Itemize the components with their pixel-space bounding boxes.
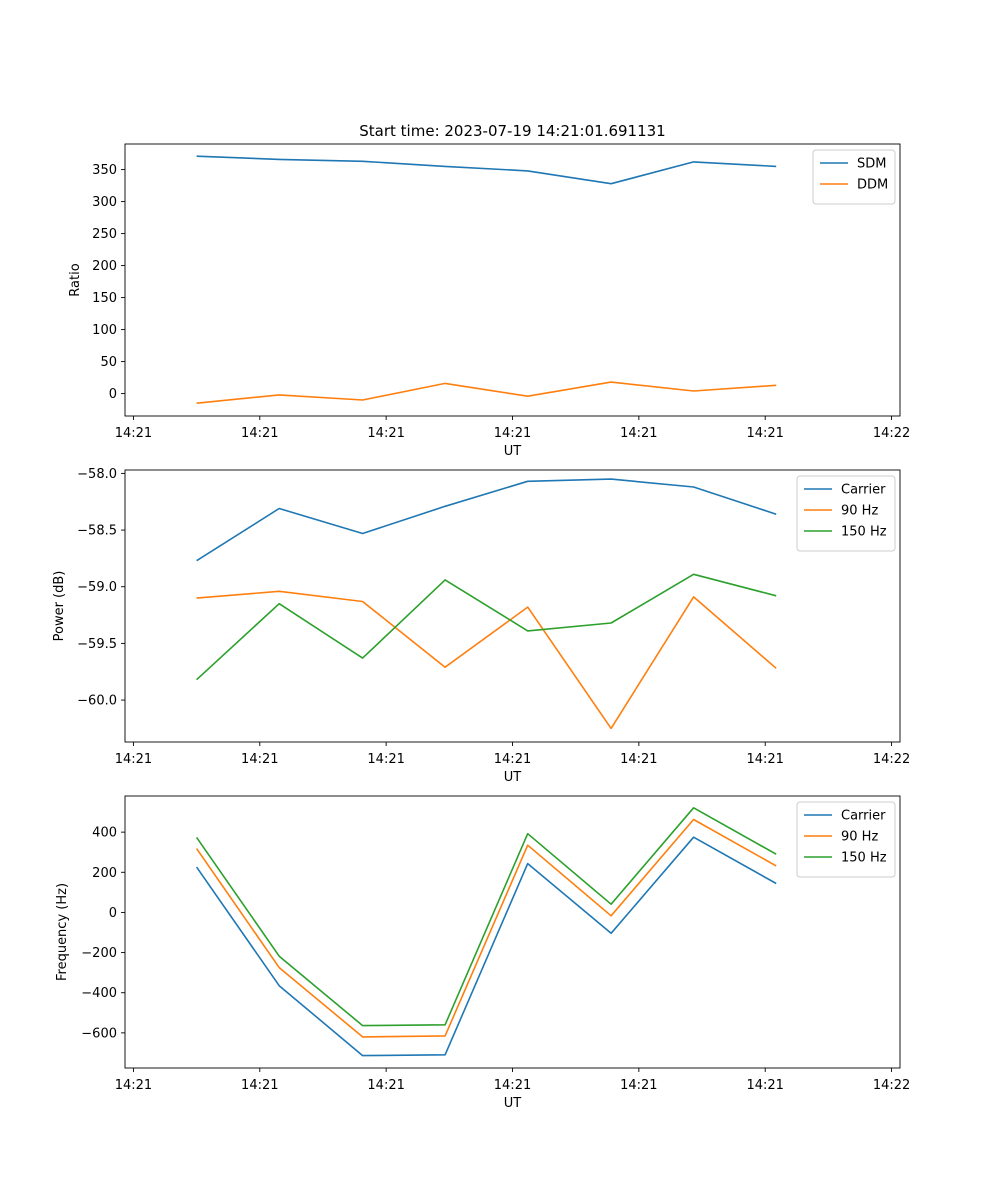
frequency-panel: Frequency (Hz) UT −600 −400 −200 0 200 400 14:… bbox=[55, 795, 910, 1111]
y-tick-label: −58.0 bbox=[77, 467, 117, 482]
series-line-carrier bbox=[196, 478, 777, 562]
legend-label: Carrier bbox=[841, 809, 886, 824]
series-line-carrier bbox=[195, 836, 777, 1057]
x-tick-label: 14:21 bbox=[746, 426, 783, 441]
y-tick-label: 0 bbox=[109, 387, 117, 402]
legend-label: Carrier bbox=[841, 483, 886, 498]
y-tick-label: 350 bbox=[92, 163, 117, 178]
x-tick-label: 14:21 bbox=[367, 752, 404, 767]
y-tick-label: 200 bbox=[92, 866, 117, 881]
x-tick-label: 14:22 bbox=[873, 752, 910, 767]
x-tick-label: 14:21 bbox=[746, 752, 783, 767]
legend-box bbox=[796, 475, 896, 552]
legend-label: 90 Hz bbox=[841, 830, 878, 845]
y-tick-label: 250 bbox=[92, 227, 117, 242]
y-tick-label: −58.5 bbox=[77, 524, 117, 539]
legend-label: SDM bbox=[857, 157, 886, 172]
y-tick-label: 400 bbox=[92, 826, 117, 841]
power-x-axis-label: UT bbox=[504, 770, 522, 785]
y-tick-label: 200 bbox=[92, 259, 117, 274]
series-line-sdm bbox=[196, 155, 777, 185]
x-tick-label: 14:21 bbox=[367, 426, 404, 441]
y-tick-label: 300 bbox=[92, 195, 117, 210]
legend-label: DDM bbox=[857, 178, 888, 193]
x-tick-label: 14:22 bbox=[873, 1078, 910, 1093]
y-tick-label: −400 bbox=[81, 986, 117, 1001]
x-tick-label: 14:21 bbox=[746, 1078, 783, 1093]
x-tick-label: 14:21 bbox=[115, 1078, 152, 1093]
legend-box bbox=[796, 801, 896, 878]
x-tick-label: 14:21 bbox=[241, 752, 278, 767]
x-tick-label: 14:21 bbox=[620, 426, 657, 441]
y-tick-label: −59.5 bbox=[77, 637, 117, 652]
legend-label: 90 Hz bbox=[841, 504, 878, 519]
x-tick-label: 14:21 bbox=[115, 426, 152, 441]
x-tick-label: 14:21 bbox=[494, 426, 531, 441]
series-line-150-hz bbox=[196, 573, 777, 681]
y-tick-label: −200 bbox=[81, 946, 117, 961]
legend-label: 150 Hz bbox=[841, 851, 887, 866]
frequency-y-axis-label: Frequency (Hz) bbox=[55, 883, 70, 981]
power-y-axis-label: Power (dB) bbox=[52, 571, 67, 642]
x-tick-label: 14:21 bbox=[620, 752, 657, 767]
series-line-90-hz bbox=[196, 590, 777, 730]
ratio-y-axis-label: Ratio bbox=[68, 263, 83, 296]
ratio-x-axis-label: UT bbox=[504, 444, 522, 459]
series-line-ddm bbox=[196, 381, 777, 404]
x-tick-label: 14:21 bbox=[620, 1078, 657, 1093]
x-tick-label: 14:22 bbox=[873, 426, 910, 441]
y-tick-label: −60.0 bbox=[77, 694, 117, 709]
y-tick-label: 0 bbox=[109, 906, 117, 921]
y-tick-label: 100 bbox=[92, 323, 117, 338]
power-panel: Power (dB) UT −60.0 −59.5 −59.0 −58.5 −58.0 1… bbox=[52, 467, 910, 785]
x-tick-label: 14:21 bbox=[494, 752, 531, 767]
y-tick-label: −59.0 bbox=[77, 580, 117, 595]
y-tick-label: 50 bbox=[100, 355, 117, 370]
x-tick-label: 14:21 bbox=[115, 752, 152, 767]
y-tick-label: 150 bbox=[92, 291, 117, 306]
series-line-150-hz bbox=[195, 806, 777, 1027]
frequency-x-axis-label: UT bbox=[504, 1096, 522, 1111]
ratio-panel: Start time: 2023-07-19 14:21:01.691131 R… bbox=[68, 122, 910, 459]
legend-label: 150 Hz bbox=[841, 525, 887, 540]
chart-title: Start time: 2023-07-19 14:21:01.691131 bbox=[359, 122, 665, 140]
x-tick-label: 14:21 bbox=[241, 1078, 278, 1093]
x-tick-label: 14:21 bbox=[241, 426, 278, 441]
y-tick-label: −600 bbox=[81, 1026, 117, 1041]
x-tick-label: 14:21 bbox=[494, 1078, 531, 1093]
x-tick-label: 14:21 bbox=[367, 1078, 404, 1093]
series-line-90-hz bbox=[195, 818, 777, 1038]
